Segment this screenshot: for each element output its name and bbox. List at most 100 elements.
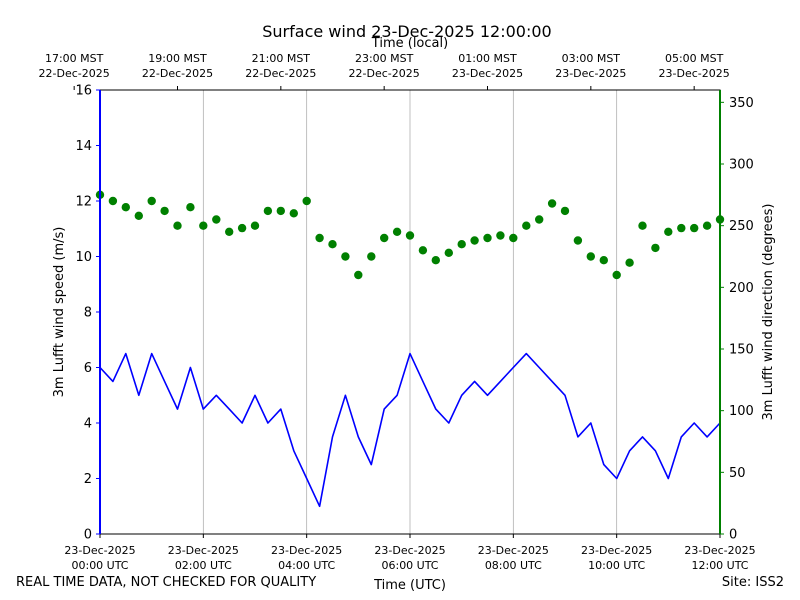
direction-point bbox=[315, 233, 324, 243]
direction-point bbox=[651, 243, 660, 253]
direction-point bbox=[457, 240, 466, 249]
direction-point bbox=[289, 209, 298, 218]
left-tick-label: 6 bbox=[84, 361, 92, 376]
chart-title: Surface wind 23-Dec-2025 12:00:00 bbox=[262, 22, 551, 41]
direction-point bbox=[354, 270, 363, 280]
direction-point bbox=[341, 252, 350, 261]
direction-point bbox=[405, 231, 415, 240]
direction-point bbox=[573, 236, 583, 245]
left-tick-label: 4 bbox=[84, 417, 92, 432]
direction-point bbox=[702, 221, 712, 230]
top-tick-time: 03:00 MST bbox=[562, 52, 621, 65]
direction-point bbox=[431, 256, 440, 265]
direction-point bbox=[535, 215, 544, 224]
x-tick-date: 23-Dec-2025 bbox=[684, 544, 755, 557]
direction-point bbox=[509, 233, 518, 243]
top-tick-time: 19:00 MST bbox=[148, 52, 207, 65]
direction-point bbox=[625, 258, 634, 267]
x-tick-date: 23-Dec-2025 bbox=[64, 544, 135, 557]
right-tick-label: 0 bbox=[729, 528, 737, 543]
direction-point bbox=[380, 233, 389, 243]
direction-point bbox=[664, 227, 673, 236]
quality-note: REAL TIME DATA, NOT CHECKED FOR QUALITY bbox=[16, 575, 317, 590]
right-tick-label: 200 bbox=[729, 281, 754, 296]
x-tick-time: 00:00 UTC bbox=[71, 559, 128, 572]
direction-point bbox=[586, 252, 595, 261]
direction-point bbox=[690, 223, 699, 233]
direction-point bbox=[134, 211, 143, 220]
x-tick-time: 08:00 UTC bbox=[485, 559, 542, 572]
direction-point bbox=[121, 203, 130, 212]
top-tick-time: 21:00 MST bbox=[252, 52, 311, 65]
right-tick-label: 250 bbox=[729, 219, 754, 234]
x-tick-date: 23-Dec-2025 bbox=[271, 544, 342, 557]
left-tick-label: 16 bbox=[75, 84, 92, 99]
top-tick-date: 22-Dec-2025 bbox=[142, 67, 213, 80]
left-tick-label: 14 bbox=[75, 139, 92, 154]
direction-point bbox=[108, 196, 118, 206]
top-tick-date: 23-Dec-2025 bbox=[659, 67, 730, 80]
x-tick-time: 04:00 UTC bbox=[278, 559, 335, 572]
left-tick-label: 10 bbox=[75, 250, 92, 265]
direction-point bbox=[522, 221, 531, 230]
top-tick-time: 01:00 MST bbox=[458, 52, 517, 65]
right-tick-label: 350 bbox=[729, 96, 754, 111]
left-tick-label: 0 bbox=[84, 528, 92, 543]
direction-point bbox=[237, 223, 247, 233]
direction-point bbox=[367, 252, 376, 261]
direction-point bbox=[160, 206, 169, 216]
direction-point bbox=[547, 199, 557, 208]
top-tick-date: 22-Dec-2025 bbox=[39, 67, 110, 80]
left-tick-label: 12 bbox=[75, 195, 92, 210]
x-tick-date: 23-Dec-2025 bbox=[374, 544, 445, 557]
direction-point bbox=[186, 203, 195, 212]
direction-point bbox=[392, 227, 402, 236]
x-axis-label: Time (UTC) bbox=[373, 578, 446, 593]
direction-point bbox=[302, 196, 311, 206]
top-tick-date: 22-Dec-2025 bbox=[349, 67, 420, 80]
direction-point bbox=[496, 231, 505, 240]
top-tick-time: 05:00 MST bbox=[665, 52, 724, 65]
right-tick-label: 300 bbox=[729, 158, 754, 173]
x-tick-time: 06:00 UTC bbox=[381, 559, 438, 572]
speed-line bbox=[99, 352, 721, 508]
x-tick-time: 10:00 UTC bbox=[588, 559, 645, 572]
right-tick-label: 150 bbox=[729, 343, 754, 358]
direction-point bbox=[173, 221, 182, 230]
direction-point bbox=[677, 223, 686, 233]
direction-point bbox=[250, 221, 260, 230]
top-tick-time: 17:00 MST bbox=[45, 52, 104, 65]
top-tick-date: 23-Dec-2025 bbox=[452, 67, 523, 80]
x-tick-time: 02:00 UTC bbox=[175, 559, 232, 572]
direction-point bbox=[147, 196, 156, 206]
speed-series bbox=[99, 352, 721, 508]
direction-point bbox=[599, 256, 608, 265]
x-tick-time: 12:00 UTC bbox=[691, 559, 748, 572]
left-tick-label: 2 bbox=[84, 472, 92, 487]
direction-point bbox=[212, 215, 221, 224]
direction-point bbox=[263, 206, 273, 216]
direction-point bbox=[444, 248, 453, 257]
direction-point bbox=[612, 270, 621, 280]
top-tick-date: 22-Dec-2025 bbox=[245, 67, 316, 80]
direction-point bbox=[470, 236, 479, 245]
x-tick-date: 23-Dec-2025 bbox=[581, 544, 652, 557]
x-tick-date: 23-Dec-2025 bbox=[168, 544, 239, 557]
direction-point bbox=[225, 227, 234, 236]
top-axis-label: Time (local) bbox=[371, 36, 448, 51]
direction-point bbox=[560, 206, 570, 216]
direction-point bbox=[638, 221, 647, 230]
direction-point bbox=[483, 233, 492, 243]
right-tick-label: 100 bbox=[729, 404, 754, 419]
direction-point bbox=[199, 221, 208, 230]
left-axis-label: 3m Lufft wind speed (m/s) bbox=[52, 227, 67, 398]
x-tick-date: 23-Dec-2025 bbox=[478, 544, 549, 557]
axes: 23-Dec-2025 00:00 UTC 23-Dec-2025 02:00 UTC… bbox=[39, 52, 756, 572]
top-tick-date: 23-Dec-2025 bbox=[555, 67, 626, 80]
direction-series bbox=[95, 190, 725, 280]
right-axis-label: 3m Lufft wind direction (degrees) bbox=[761, 204, 776, 421]
left-tick-label: 8 bbox=[84, 306, 92, 321]
site-label: Site: ISS2 bbox=[721, 575, 784, 590]
direction-point bbox=[276, 206, 285, 216]
